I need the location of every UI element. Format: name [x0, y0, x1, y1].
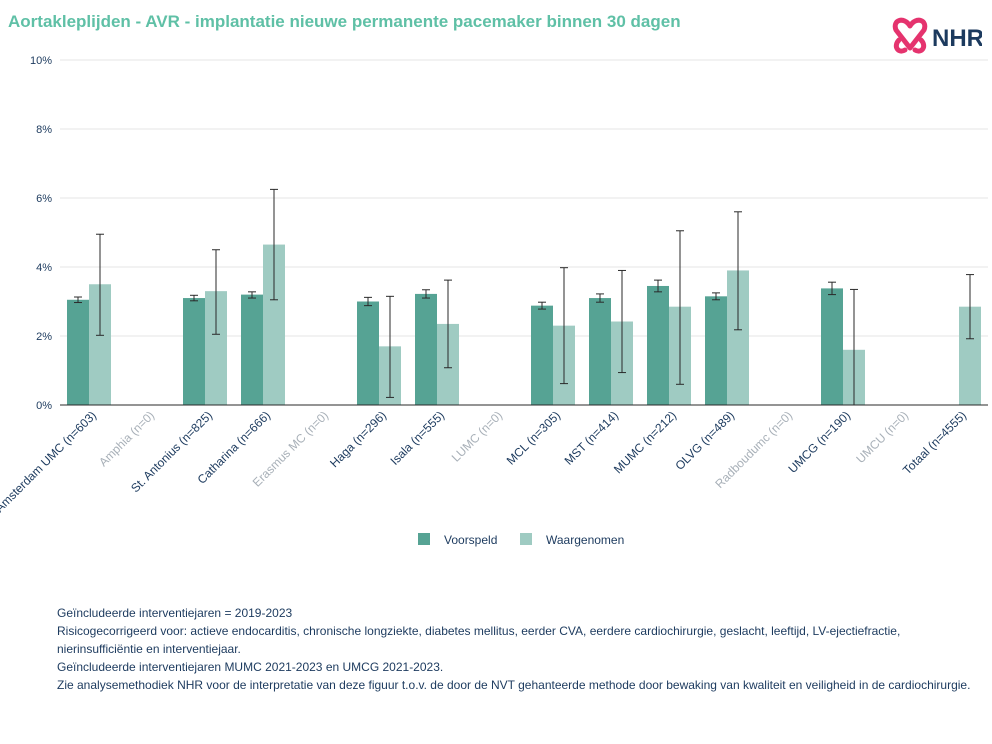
- legend-label-waargenomen: Waargenomen: [546, 533, 624, 547]
- error-bar-waargenomen: [270, 188, 278, 301]
- footnote: Geïncludeerde interventiejaren MUMC 2021…: [57, 660, 444, 674]
- x-tick-label: MUMC (n=212): [611, 408, 679, 476]
- error-bar-voorspeld: [422, 289, 430, 299]
- error-bar-voorspeld: [712, 292, 720, 301]
- error-bar-voorspeld: [74, 296, 82, 304]
- y-tick-label: 6%: [36, 193, 52, 205]
- legend-swatch-waargenomen: [520, 533, 532, 545]
- bar-waargenomen: [263, 244, 285, 405]
- bar-voorspeld: [357, 301, 379, 405]
- error-bar-voorspeld: [538, 301, 546, 310]
- legend-label-voorspeld: Voorspeld: [444, 533, 497, 547]
- error-bar-voorspeld: [364, 296, 372, 307]
- legend: Voorspeld Waargenomen: [418, 533, 624, 547]
- y-tick-label: 2%: [36, 331, 52, 343]
- error-bar-voorspeld: [654, 279, 662, 293]
- bar-voorspeld: [705, 296, 727, 405]
- x-tick-label: UMCU (n=0): [853, 408, 911, 466]
- error-bar-voorspeld: [190, 294, 198, 302]
- footnote: Geïncludeerde interventiejaren = 2019-20…: [57, 606, 293, 620]
- error-bar-waargenomen: [212, 249, 220, 335]
- nhr-heart-logo-icon: [892, 17, 928, 54]
- error-bar-waargenomen: [676, 230, 684, 385]
- bar-voorspeld: [183, 298, 205, 405]
- bar-voorspeld: [67, 299, 89, 405]
- gridlines: [60, 59, 988, 337]
- nhr-logo[interactable]: NHR: [890, 16, 984, 61]
- y-tick-label: 8%: [36, 124, 52, 136]
- x-tick-label: LUMC (n=0): [449, 408, 505, 464]
- x-tick-label: MCL (n=305): [504, 408, 563, 467]
- bar-voorspeld: [241, 294, 263, 405]
- error-bars: [74, 188, 974, 406]
- x-axis-labels: Amsterdam UMC (n=603)Amphia (n=0)St. Ant…: [0, 408, 969, 515]
- x-tick-label: MST (n=414): [562, 408, 622, 468]
- error-bar-waargenomen: [618, 269, 626, 374]
- legend-swatch-voorspeld: [418, 533, 430, 545]
- error-bar-waargenomen: [734, 211, 742, 331]
- error-bar-voorspeld: [828, 281, 836, 296]
- logo-text: NHR: [932, 25, 982, 52]
- error-bar-waargenomen: [444, 279, 452, 369]
- y-axis-ticks: 0% 2% 4% 6% 8% 10%: [30, 55, 52, 412]
- y-tick-label: 0%: [36, 400, 52, 412]
- x-tick-label: Haga (n=296): [327, 408, 389, 470]
- y-tick-label: 4%: [36, 262, 52, 274]
- bar-voorspeld: [415, 293, 437, 405]
- x-tick-label: UMCG (n=190): [785, 408, 853, 476]
- bar-waargenomen: [727, 270, 749, 405]
- y-tick-label: 10%: [30, 55, 52, 67]
- error-bar-waargenomen: [386, 295, 394, 398]
- bar-voorspeld: [647, 285, 669, 405]
- bar-voorspeld: [821, 288, 843, 405]
- error-bar-voorspeld: [596, 293, 604, 303]
- error-bar-voorspeld: [248, 291, 256, 299]
- x-tick-label: OLVG (n=489): [672, 408, 737, 473]
- bars: [67, 244, 981, 405]
- error-bar-waargenomen: [560, 267, 568, 385]
- x-tick-label: Amsterdam UMC (n=603): [0, 408, 99, 515]
- x-tick-label: Amphia (n=0): [96, 408, 157, 469]
- bar-waargenomen: [89, 284, 111, 405]
- footnote: Risicogecorrigeerd voor: actieve endocar…: [57, 624, 901, 656]
- bar-chart: 0% 2% 4% 6% 8% 10% Amsterdam UMC (n=603)Amphi…: [0, 55, 988, 547]
- bar-waargenomen: [959, 306, 981, 405]
- chart-title: Aortakleplijden - AVR - implantatie nieu…: [8, 12, 681, 31]
- error-bar-waargenomen: [96, 233, 104, 336]
- bar-voorspeld: [589, 298, 611, 405]
- bar-voorspeld: [531, 305, 553, 405]
- error-bar-waargenomen: [966, 274, 974, 340]
- bar-waargenomen: [205, 291, 227, 405]
- footnotes: Geïncludeerde interventiejaren = 2019-20…: [57, 604, 977, 694]
- footnote: Zie analysemethodiek NHR voor de interpr…: [57, 678, 971, 692]
- x-tick-label: Isala (n=555): [387, 408, 447, 468]
